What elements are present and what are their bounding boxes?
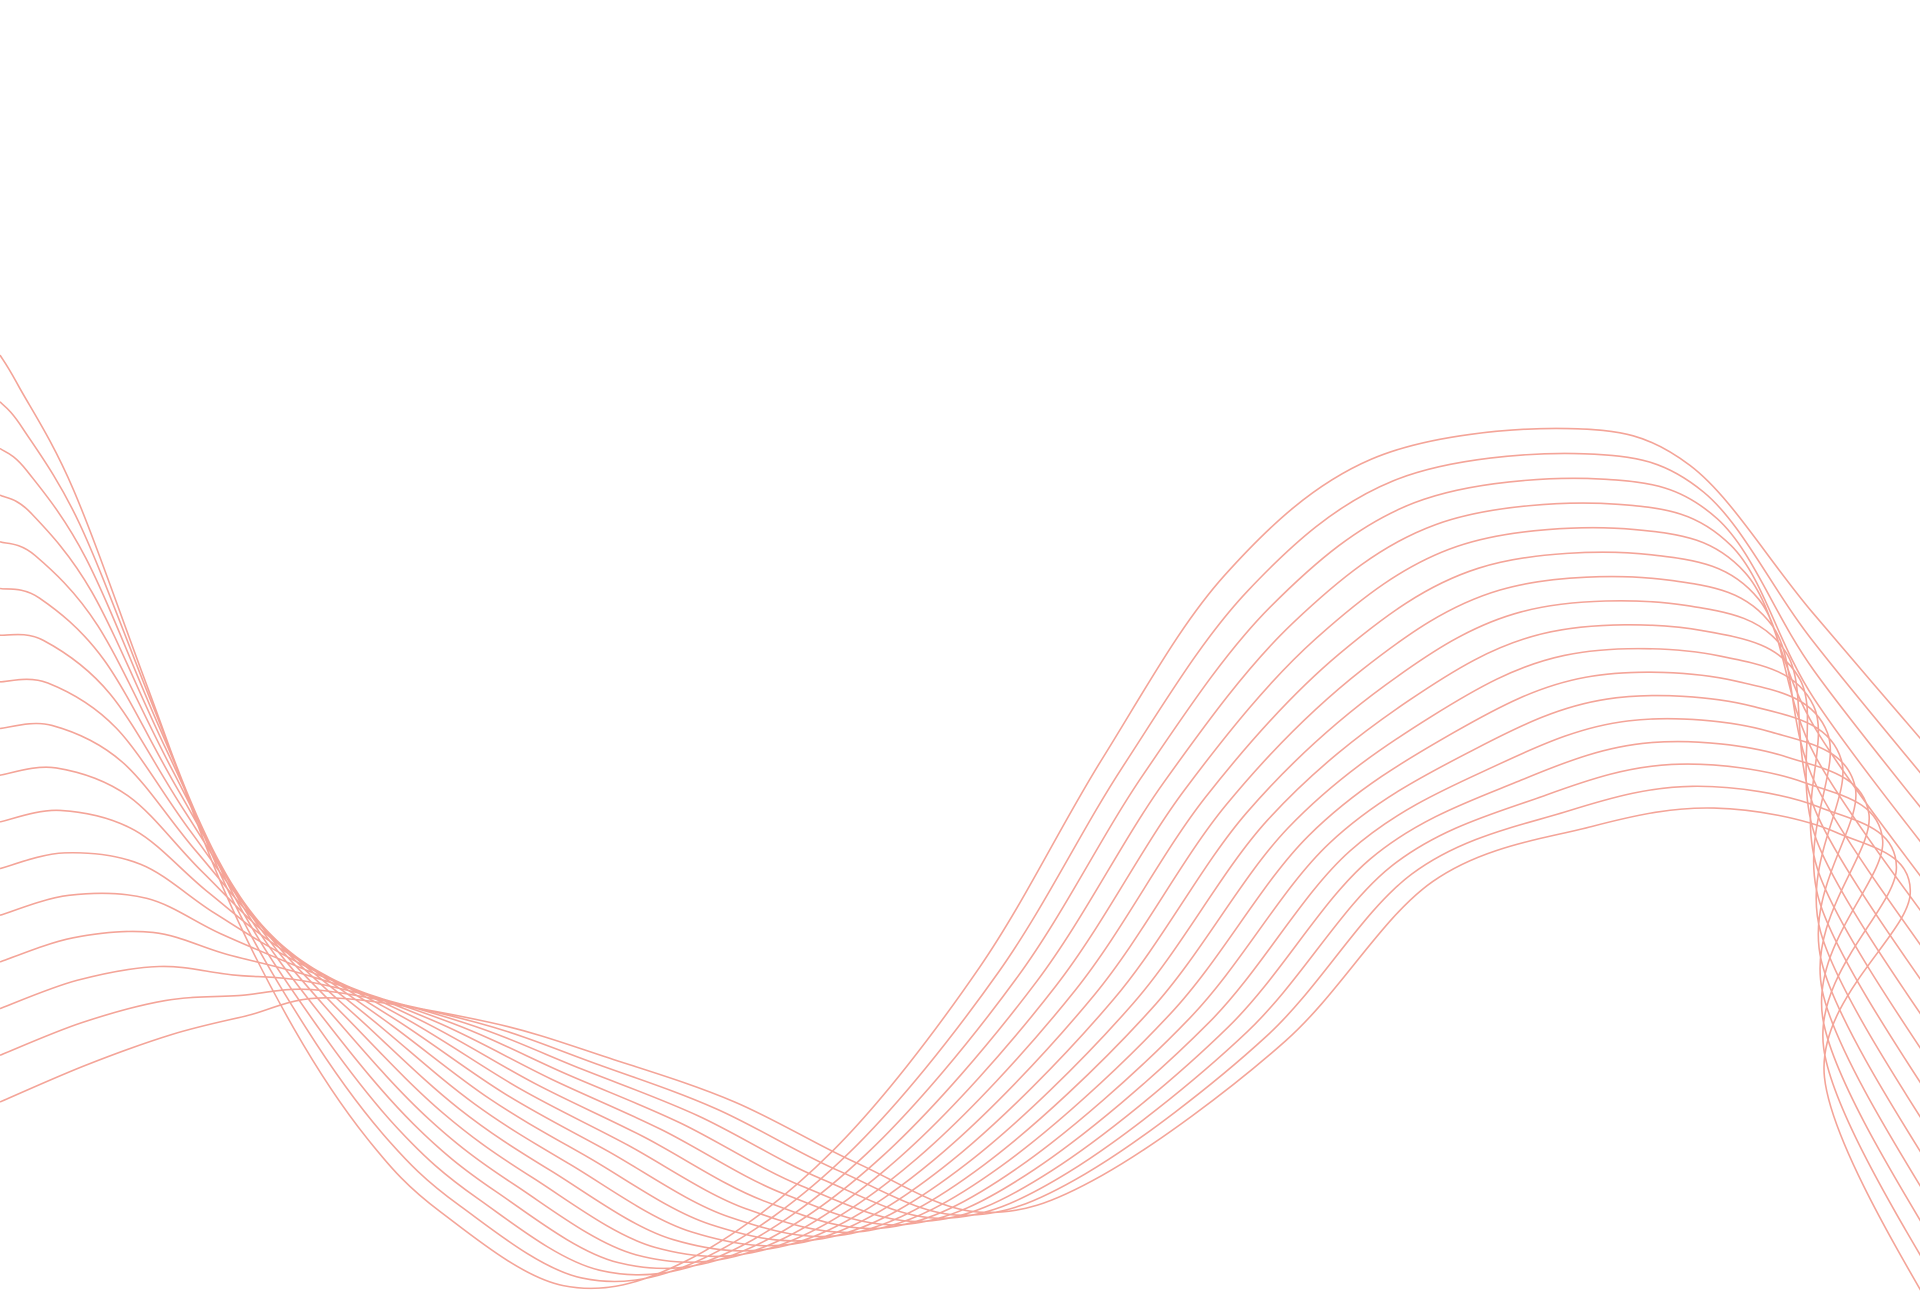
wave-line xyxy=(0,624,1920,1242)
wave-line xyxy=(0,447,1920,1276)
wave-line xyxy=(0,694,1920,1230)
wave-line xyxy=(0,401,1920,1283)
wave-line xyxy=(0,354,1920,1290)
wave-line xyxy=(0,763,1920,1222)
wave-line xyxy=(0,717,1920,1226)
wave-line xyxy=(0,740,1920,1223)
wave-line xyxy=(0,807,1920,1291)
wave-line xyxy=(0,647,1920,1238)
wave-line xyxy=(0,494,1920,1270)
wave-line xyxy=(0,600,1920,1247)
wave-line xyxy=(0,527,1920,1264)
wave-line xyxy=(0,671,1920,1234)
wave-line xyxy=(0,785,1920,1257)
wave-line xyxy=(0,575,1920,1252)
wave-line xyxy=(0,551,1920,1258)
